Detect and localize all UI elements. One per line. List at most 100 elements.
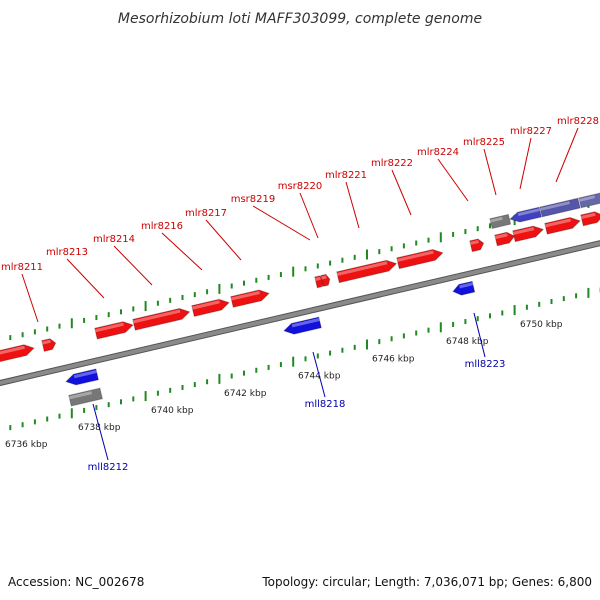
feature-block-shine <box>490 216 503 223</box>
reverse-gene-block <box>539 197 581 218</box>
gene-leader-line <box>519 137 532 190</box>
forward-gene-block <box>191 298 230 317</box>
kbp-label: 6750 kbp <box>520 320 563 330</box>
forward-gene-block-shine <box>469 239 479 245</box>
feature-block <box>489 213 512 230</box>
gene-leader-line <box>161 232 203 271</box>
gene-leader-line <box>66 258 105 299</box>
reverse-gene-block <box>578 191 600 209</box>
forward-gene-block-shine <box>580 212 596 220</box>
forward-gene-block-shape <box>191 298 230 317</box>
forward-gene-block-shape <box>41 338 57 352</box>
forward-gene-block-shape <box>580 211 600 227</box>
gene-leader-line <box>252 205 311 241</box>
forward-gene-block-shine <box>94 322 124 333</box>
forward-gene-block <box>469 238 485 253</box>
reverse-gene-block-shape <box>65 368 100 386</box>
accession-text: Accession: NC_002678 <box>8 575 144 589</box>
forward-gene-block <box>544 217 582 235</box>
forward-gene-block-shine <box>544 218 571 228</box>
kbp-label: 6742 kbp <box>224 389 267 399</box>
forward-gene-label: mlr8225 <box>463 137 505 148</box>
gene-leader-line <box>92 403 109 461</box>
reverse-gene-block <box>508 206 542 223</box>
reverse-gene-block <box>452 280 476 296</box>
reverse-gene-block-shape <box>578 191 600 209</box>
kbp-label: 6740 kbp <box>151 406 194 416</box>
forward-gene-block <box>512 225 545 243</box>
forward-gene-label: mlr8217 <box>185 208 227 219</box>
map-title: Mesorhizobium loti MAFF303099, complete … <box>118 11 482 27</box>
reverse-gene-block-shape <box>283 316 322 335</box>
forward-gene-block-shine <box>320 275 327 280</box>
forward-gene-label: msr8219 <box>231 194 276 205</box>
gene-leader-line <box>437 158 469 202</box>
forward-gene-block <box>94 321 134 340</box>
forward-gene-block-shape <box>512 225 545 243</box>
forward-gene-label: mlr8224 <box>417 147 459 158</box>
reverse-gene-block <box>65 368 100 386</box>
forward-gene-block-shine <box>132 309 181 324</box>
gene-leader-line <box>555 127 579 183</box>
forward-gene-label: mlr8216 <box>141 221 183 232</box>
reverse-gene-block-shine <box>459 282 474 289</box>
forward-gene-block-shape <box>132 308 191 331</box>
forward-gene-block-shape <box>396 248 444 270</box>
forward-gene-block <box>320 273 331 287</box>
forward-gene-block <box>230 289 270 308</box>
reverse-gene-block <box>283 316 322 335</box>
kbp-label: 6748 kbp <box>446 337 489 347</box>
kbp-label: 6736 kbp <box>5 440 48 450</box>
gene-leader-line <box>299 192 319 239</box>
forward-gene-block-shape <box>544 217 582 235</box>
feature-block-shape <box>68 387 104 407</box>
reverse-gene-label: mll8223 <box>465 359 506 370</box>
forward-gene-block-shine <box>336 261 388 276</box>
reverse-gene-block-shine <box>291 318 320 328</box>
gene-leader-line <box>483 148 497 196</box>
forward-gene-label: msr8220 <box>278 181 323 192</box>
forward-gene-block-shape <box>320 273 331 287</box>
forward-gene-block <box>580 211 600 227</box>
forward-gene-block-shine <box>512 227 535 235</box>
forward-gene-block-shine <box>0 345 25 356</box>
forward-gene-block-shine <box>230 290 260 301</box>
reverse-gene-label: mll8212 <box>88 462 129 473</box>
reverse-gene-block-shine <box>517 208 540 216</box>
reverse-gene-label: mll8218 <box>305 399 346 410</box>
forward-gene-block <box>494 231 516 247</box>
reverse-gene-block-shape <box>452 280 476 296</box>
forward-gene-block <box>132 308 191 331</box>
forward-gene-label: mlr8227 <box>510 126 552 137</box>
forward-gene-block-shape <box>469 238 485 253</box>
forward-gene-block-shape <box>94 321 134 340</box>
feature-block-shape <box>489 213 512 230</box>
backbone-line <box>0 241 600 386</box>
forward-gene-label: mlr8228 <box>557 116 599 127</box>
forward-gene-block-shape <box>494 231 516 247</box>
forward-gene-block-shine <box>396 250 434 262</box>
forward-gene-label: mlr8213 <box>46 247 88 258</box>
gene-leader-line <box>21 273 39 323</box>
reverse-gene-block-shine <box>579 195 595 202</box>
gene-leader-line <box>473 312 486 358</box>
gene-leader-line <box>205 219 242 261</box>
genome-summary-text: Topology: circular; Length: 7,036,071 bp… <box>261 575 592 589</box>
forward-gene-block-shine <box>494 233 508 240</box>
genome-backbone <box>0 240 600 387</box>
gene-leader-line <box>391 169 412 216</box>
feature-block-shine <box>68 391 93 400</box>
reverse-gene-block-shape <box>508 206 542 223</box>
reverse-gene-block-shine <box>73 369 97 379</box>
forward-gene-block <box>0 344 35 363</box>
forward-gene-block-shape <box>0 344 35 363</box>
forward-gene-block-shine <box>314 276 321 281</box>
forward-gene-block-shine <box>191 300 220 310</box>
gene-leader-line <box>345 181 360 229</box>
lower-tick-track <box>9 287 600 431</box>
forward-gene-block <box>41 338 57 352</box>
gene-leader-line <box>312 351 326 398</box>
feature-block <box>68 387 104 407</box>
